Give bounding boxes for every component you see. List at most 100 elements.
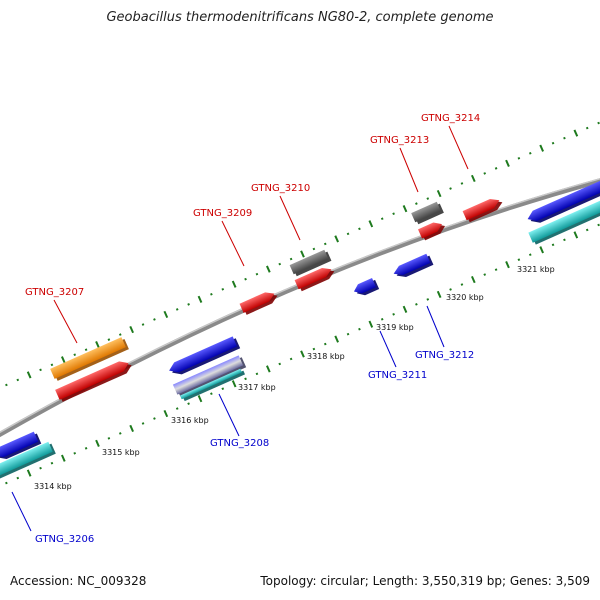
gene-red-3214	[462, 198, 503, 223]
track-tick	[380, 217, 384, 221]
gene-label-gtng_3208: GTNG_3208	[210, 438, 269, 449]
track-tick	[528, 253, 532, 257]
gene-blue-3205	[0, 431, 42, 460]
gene-body	[50, 337, 126, 379]
track-tick	[380, 317, 384, 321]
gene-cyan-3206	[0, 441, 56, 487]
track-tick	[346, 232, 350, 236]
scale-tick-label: 3318 kbp	[307, 352, 345, 361]
gene-label-gtng_3210: GTNG_3210	[251, 183, 310, 194]
track-tick	[197, 295, 203, 303]
scale-tick-label: 3316 kbp	[171, 416, 209, 425]
track-tick	[26, 371, 32, 379]
gene-body	[294, 267, 332, 290]
track-tick	[426, 298, 430, 301]
track-tick	[5, 481, 8, 485]
gene-cyan-3322	[528, 199, 600, 245]
track-tick	[16, 476, 20, 480]
track-tick	[573, 129, 579, 137]
genome-backbone-highlight	[0, 177, 600, 434]
gene-red-3207	[55, 361, 132, 402]
track-tick	[210, 392, 213, 396]
track-tick	[84, 348, 88, 352]
gene-body	[239, 292, 275, 313]
gene-body	[169, 336, 238, 373]
track-tick	[334, 235, 339, 243]
track-tick	[312, 247, 316, 251]
gene-cyan-3208	[180, 368, 246, 402]
track-tick	[300, 350, 305, 358]
gene-body	[0, 441, 53, 485]
track-tick	[141, 422, 145, 425]
track-tick	[39, 368, 42, 372]
track-tick	[517, 258, 521, 262]
track-tick	[73, 451, 77, 455]
track-tick	[26, 469, 32, 477]
track-tick	[118, 432, 122, 435]
forward-dotted-track	[5, 121, 600, 387]
track-tick	[244, 377, 247, 381]
track-tick	[449, 187, 452, 190]
track-tick	[187, 402, 190, 405]
track-tick	[494, 268, 498, 271]
track-tick	[266, 265, 271, 273]
track-tick	[528, 151, 532, 155]
track-tick	[255, 372, 259, 376]
track-tick	[50, 461, 54, 465]
gene-leader-line	[53, 299, 78, 344]
track-tick	[39, 466, 42, 470]
track-tick	[231, 280, 237, 288]
track-tick	[323, 242, 327, 246]
gene-body	[411, 201, 441, 223]
gene-leader-line	[221, 220, 245, 267]
track-tick	[426, 197, 430, 200]
track-tick	[597, 121, 600, 125]
track-tick	[539, 246, 544, 254]
track-tick	[460, 283, 464, 286]
track-tick	[163, 409, 169, 418]
track-tick	[436, 189, 442, 198]
gene-body	[527, 179, 600, 221]
gene-body	[353, 277, 377, 294]
gene-blue-3208	[169, 336, 241, 375]
scale-tick-label: 3317 kbp	[238, 383, 276, 392]
scale-tick-label: 3321 kbp	[517, 265, 555, 274]
gene-red-3209	[239, 292, 278, 315]
track-tick	[107, 437, 111, 440]
track-tick	[368, 220, 374, 228]
track-tick	[312, 347, 316, 351]
track-tick	[73, 353, 77, 357]
track-tick	[16, 378, 20, 382]
track-tick	[460, 182, 464, 185]
track-tick	[255, 272, 259, 276]
track-tick	[289, 257, 293, 261]
gene-label-gtng_3213: GTNG_3213	[370, 135, 429, 146]
track-tick	[5, 383, 8, 387]
track-tick	[551, 243, 555, 247]
gene-leader-line	[379, 330, 397, 368]
track-tick	[358, 327, 361, 331]
track-tick	[278, 262, 282, 266]
track-tick	[436, 290, 442, 299]
gene-label-gtng_3212: GTNG_3212	[415, 350, 474, 361]
track-tick	[402, 205, 408, 213]
gene-striped-3208	[172, 355, 247, 397]
track-tick	[585, 126, 589, 130]
track-tick	[585, 228, 589, 232]
track-tick	[505, 261, 510, 269]
track-tick	[118, 333, 122, 336]
track-tick	[300, 250, 305, 258]
scale-tick-label: 3314 kbp	[34, 482, 72, 491]
reverse-dotted-track	[5, 223, 600, 485]
gene-label-gtng_3211: GTNG_3211	[368, 370, 427, 381]
gene-grey-3210	[289, 249, 332, 277]
gene-red-3213	[418, 222, 446, 241]
track-tick	[449, 288, 452, 291]
labels-layer: 3314 kbp 3315 kbp 3316 kbp 3317 kbp 3318 kbp…	[11, 113, 555, 545]
gene-grey-3213	[411, 201, 444, 225]
track-tick	[221, 387, 225, 391]
track-tick	[84, 446, 88, 450]
map-title: Geobacillus thermodenitrificans NG80-2, …	[106, 10, 494, 25]
track-tick	[323, 342, 327, 346]
